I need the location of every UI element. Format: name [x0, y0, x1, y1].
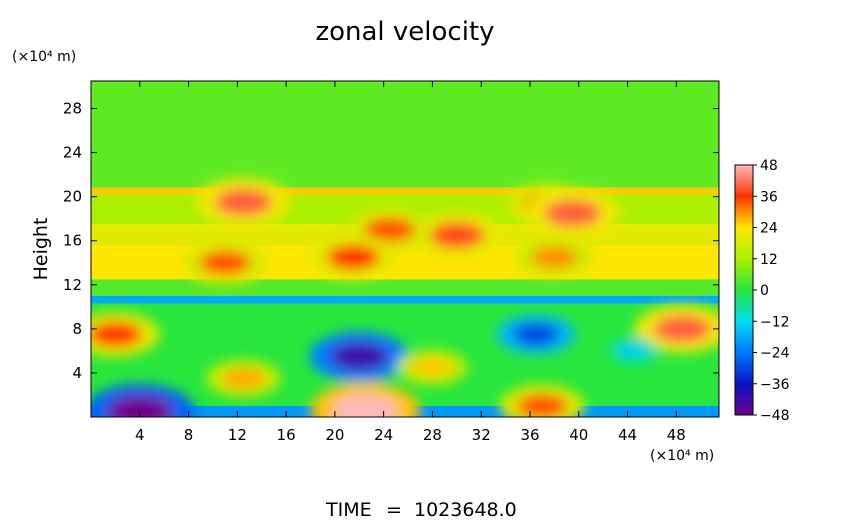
feature-core-8 [91, 321, 142, 347]
colorbar-gradient [734, 164, 754, 416]
y-tick-label-1: 8 [72, 320, 82, 338]
band-6 [91, 295, 719, 304]
chart-title: zonal velocity [315, 17, 494, 47]
x-unit-label: (×10⁴ m) [650, 448, 714, 464]
y-tick-label-0: 4 [72, 364, 82, 382]
x-tick-label-9: 40 [569, 426, 588, 444]
x-tick-label-0: 4 [135, 426, 145, 444]
time-label: TIME [325, 499, 372, 519]
feature-core-13 [221, 367, 266, 389]
y-tick-label-3: 16 [63, 232, 82, 250]
plot-frame [90, 80, 720, 418]
time-value: 1023648.0 [414, 499, 517, 519]
x-tick-label-7: 32 [472, 426, 491, 444]
feature-core-12 [411, 357, 454, 378]
time-equals: = [386, 499, 402, 519]
feature-core-17 [618, 343, 649, 358]
y-tick-label-6: 28 [63, 100, 82, 118]
y-axis-label: Height [30, 218, 52, 281]
plot-area [91, 81, 719, 417]
x-tick-label-1: 8 [184, 426, 194, 444]
feature-core-2 [544, 199, 602, 227]
x-tick-label-5: 24 [374, 426, 393, 444]
feature-core-6 [199, 250, 251, 275]
y-unit-label: (×10⁴ m) [12, 49, 76, 65]
colorbar-tick-label-8: −48 [760, 408, 790, 424]
colorbar-ticks: 48 36 24 12 0 −12 −24 −36 −48 [753, 158, 790, 424]
feature-core-15 [332, 394, 399, 417]
colorbar-tick-label-4: 0 [760, 283, 769, 299]
band-1 [91, 187, 719, 195]
band-5 [91, 279, 719, 296]
colorbar-tick-label-5: −12 [760, 314, 790, 330]
band-0 [91, 81, 719, 188]
x-tick-label-2: 12 [228, 426, 247, 444]
colorbar: 48 36 24 12 0 −12 −24 −36 −48 [734, 158, 790, 424]
feature-core-9 [653, 315, 711, 343]
colorbar-tick-label-2: 24 [760, 221, 778, 237]
colorbar-tick-label-3: 12 [760, 252, 778, 268]
colorbar-tick-label-6: −24 [760, 346, 790, 362]
colorbar-tick-label-1: 36 [760, 189, 778, 205]
x-tick-label-10: 44 [618, 426, 637, 444]
feature-core-14 [107, 396, 173, 417]
x-tick-label-11: 48 [667, 426, 686, 444]
colorbar-tick-label-7: −36 [760, 377, 790, 393]
feature-core-5 [326, 244, 380, 270]
x-tick-label-3: 16 [277, 426, 296, 444]
feature-core-16 [516, 393, 568, 417]
x-tick-label-4: 20 [325, 426, 344, 444]
colorbar-tick-label-0: 48 [760, 158, 778, 174]
feature-core-3 [429, 222, 485, 249]
feature-core-10 [329, 342, 389, 371]
feature-layer [91, 178, 719, 417]
y-tick-label-5: 24 [63, 144, 82, 162]
time-readout: TIME = 1023648.0 [325, 499, 517, 521]
x-tick-label-8: 36 [520, 426, 539, 444]
feature-core-4 [364, 217, 416, 242]
x-axis: 4 8 12 16 20 24 28 32 36 40 44 48 [135, 81, 686, 444]
y-tick-label-2: 12 [63, 276, 82, 294]
y-tick-label-4: 20 [63, 188, 82, 206]
feature-core-7 [531, 246, 578, 269]
y-axis: 4 8 12 16 20 24 28 [63, 100, 719, 382]
x-tick-label-6: 28 [423, 426, 442, 444]
feature-core-11 [512, 323, 560, 346]
feature-core-0 [214, 188, 272, 216]
